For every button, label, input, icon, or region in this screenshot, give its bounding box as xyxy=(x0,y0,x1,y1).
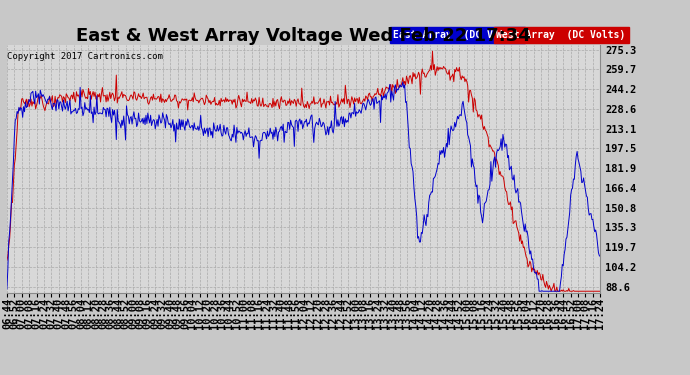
Text: West Array  (DC Volts): West Array (DC Volts) xyxy=(496,30,626,40)
Title: East & West Array Voltage Wed Feb 22 17:34: East & West Array Voltage Wed Feb 22 17:… xyxy=(76,27,531,45)
Text: East Array  (DC Volts): East Array (DC Volts) xyxy=(393,30,522,40)
Text: Copyright 2017 Cartronics.com: Copyright 2017 Cartronics.com xyxy=(8,53,164,62)
